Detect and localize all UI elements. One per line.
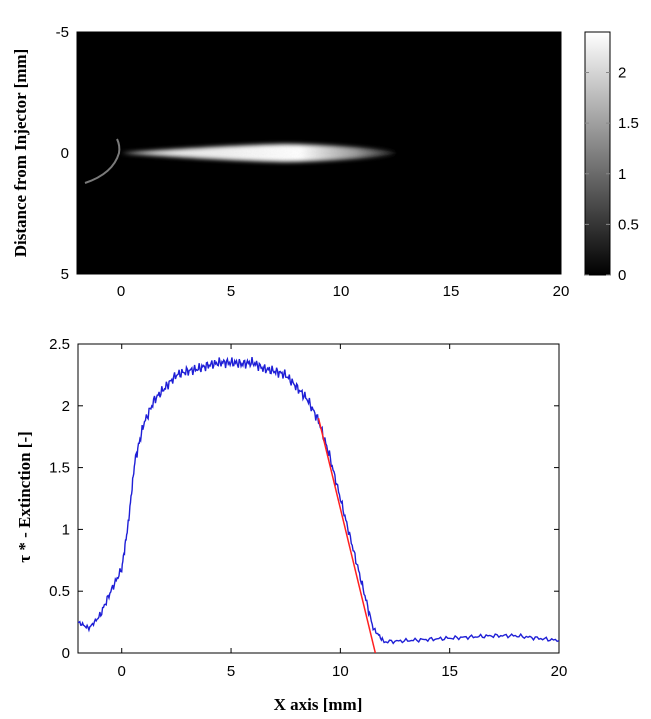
heatmap-y-tick-label: -5 <box>56 24 69 41</box>
heatmap-y-ticks: -5 0 5 <box>56 24 82 283</box>
colorbar-tick-label: 2 <box>618 65 626 82</box>
heatmap-y-axis-label: Distance from Injector [mm] <box>11 49 30 258</box>
heatmap-y-tick-label: 5 <box>61 266 69 283</box>
line-x-tick-label: 15 <box>441 663 458 680</box>
heatmap-x-tick-label: 0 <box>117 283 125 300</box>
line-plot-area <box>77 343 560 654</box>
injector-outline <box>84 138 121 184</box>
line-x-ticks: 0 5 10 15 20 <box>118 344 568 680</box>
line-x-tick-label: 10 <box>332 663 349 680</box>
line-y-tick-label: 1 <box>62 521 70 538</box>
colorbar-ticks: 0 0.5 1 1.5 2 <box>585 65 639 284</box>
colorbar-tick-label: 1.5 <box>618 115 639 132</box>
colorbar-tick-label: 0 <box>618 267 626 284</box>
line-y-axis-label: τ * - Extinction [-] <box>15 431 34 563</box>
line-x-axis-label: X axis [mm] <box>274 695 363 714</box>
line-y-tick-label: 2.5 <box>49 336 70 353</box>
heatmap-panel: 0 5 10 15 20 -505 Distance from Injector [mm… <box>11 24 639 300</box>
heatmap-x-tick-label: 15 <box>443 283 460 300</box>
line-series-group <box>78 356 559 653</box>
spray-plume-grain <box>121 144 396 162</box>
line-chart-panel: 0 5 10 15 20 0 0.5 1 1.5 2 2.5 X axis [mm] τ * - … <box>15 336 567 714</box>
line-x-tick-label: 5 <box>227 663 235 680</box>
spray-plume <box>84 138 396 184</box>
linear-fit-line <box>317 417 377 653</box>
heatmap-x-ticks: 0 5 10 15 20 <box>117 269 570 300</box>
line-y-tick-label: 1.5 <box>49 460 70 477</box>
line-y-tick-label: 0.5 <box>49 583 70 600</box>
line-y-tick-label: 0 <box>62 645 70 662</box>
line-y-ticks: 0 0.5 1 1.5 2 2.5 <box>49 336 559 662</box>
line-y-tick-label: 2 <box>62 398 70 415</box>
heatmap-x-tick-label: 10 <box>333 283 350 300</box>
colorbar <box>584 31 611 276</box>
heatmap-x-tick-label: 5 <box>227 283 235 300</box>
colorbar-tick-label: 0.5 <box>618 216 639 233</box>
colorbar-tick-label: 1 <box>618 166 626 183</box>
line-x-tick-label: 0 <box>118 663 126 680</box>
line-x-tick-label: 20 <box>551 663 568 680</box>
extinction-series-line <box>78 356 559 645</box>
heatmap-y-tick-label: 0 <box>61 145 69 162</box>
heatmap-x-tick-label: 20 <box>553 283 570 300</box>
